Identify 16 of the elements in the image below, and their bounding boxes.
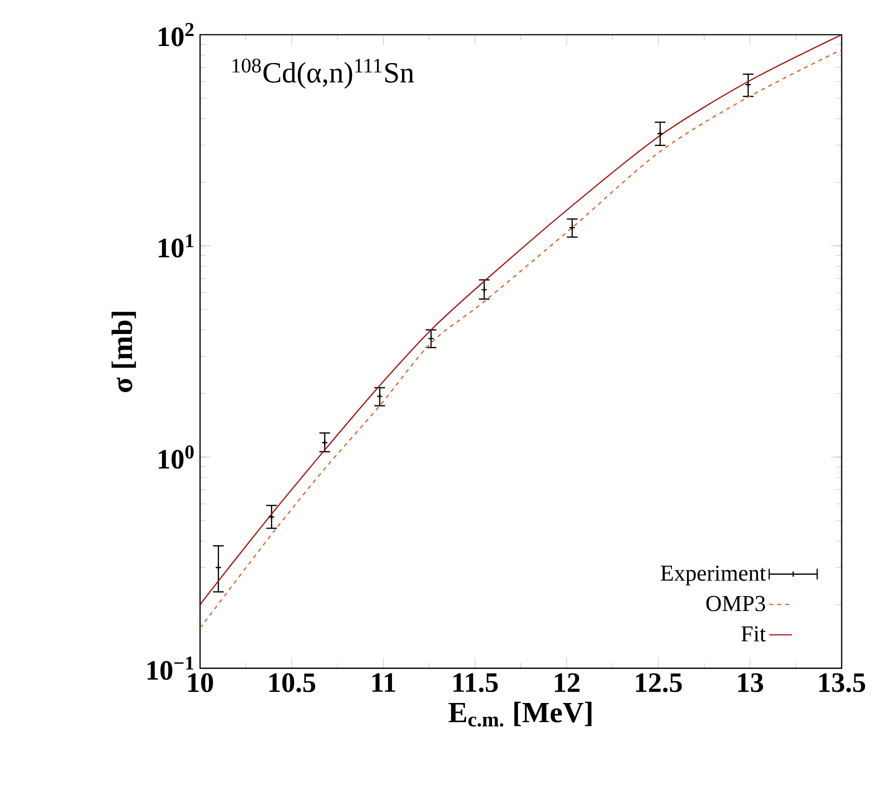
legend-label: OMP3 — [706, 596, 766, 612]
x-tick-label: 10.5 — [269, 673, 316, 692]
x-tick-label: 11 — [372, 673, 396, 692]
x-tick-label: 11.5 — [454, 673, 498, 692]
legend-label: Experiment — [660, 566, 766, 586]
y-tick-label: 10$^{2}$ — [158, 23, 194, 46]
text: E$_{c.m.}$ [MeV] — [448, 702, 592, 727]
y-tick-label: 10$^{0}$ — [158, 445, 194, 469]
y-tick-label: 10$^{1}$ — [158, 234, 194, 258]
x-tick-label: 13.5 — [819, 673, 866, 692]
legend-label: Fit — [741, 626, 766, 642]
x-tick-label: 12.5 — [636, 673, 682, 692]
annotation: $^{108}$Cd(α,n)$^{111}$Sn — [232, 58, 414, 89]
y-axis-title: σ [mb] — [112, 312, 136, 392]
x-tick-label: 13 — [738, 673, 764, 692]
x-tick-label: 12 — [554, 673, 580, 692]
